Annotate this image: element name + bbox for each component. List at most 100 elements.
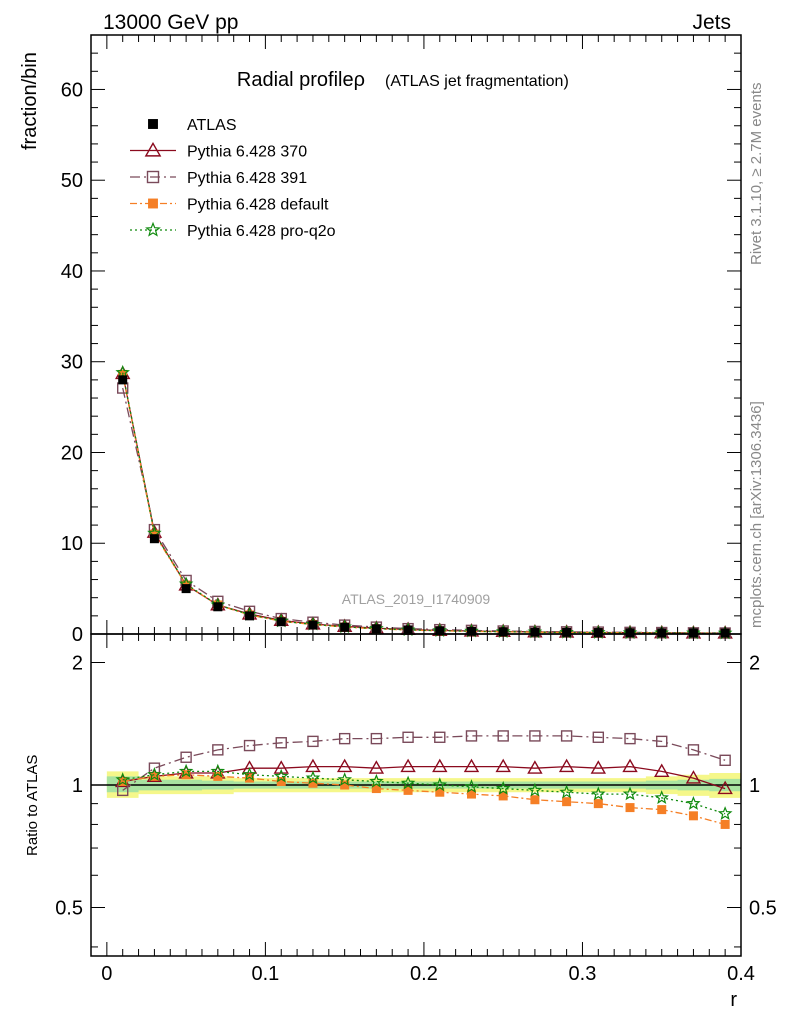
y-tick-label: 0.5 (55, 897, 83, 919)
series-point-pythia-6-428-370 (336, 758, 353, 773)
series-point-pythia-6-428-pro-q2o (400, 775, 416, 790)
x-tick-label: 0.3 (569, 963, 597, 985)
series-point-pythia-6-428-pro-q2o (686, 795, 701, 810)
series-point-pythia-6-428-391 (624, 732, 636, 745)
series-point-pythia-6-428-default (720, 819, 730, 829)
atlas-data-point (213, 602, 223, 612)
series-point-pythia-6-428-391 (529, 730, 541, 742)
series-point-pythia-6-428-default (498, 791, 508, 801)
series-point-pythia-6-428-391 (687, 744, 700, 756)
series-point-pythia-6-428-default (593, 799, 603, 809)
series-point-pythia-6-428-391 (243, 739, 256, 752)
series-point-pythia-6-428-default (340, 780, 350, 790)
series-point-pythia-6-428-370 (622, 758, 638, 773)
series-point-pythia-6-428-370 (273, 760, 289, 774)
main-subtitle: (ATLAS jet fragmentation) (385, 73, 569, 90)
series-line-pythia-6-428-pro-q2o (122, 770, 726, 815)
x-tick-label: 0.1 (251, 963, 279, 985)
series-point-pythia-6-428-default (435, 787, 445, 797)
header-right-label: Jets (692, 11, 731, 34)
series-point-pythia-6-428-pro-q2o (305, 770, 321, 785)
y-tick-label: 10 (61, 533, 83, 555)
series-point-pythia-6-428-default (657, 805, 667, 815)
series-point-pythia-6-428-391 (370, 732, 383, 745)
series-point-pythia-6-428-default (245, 773, 255, 783)
y-tick-label: 1 (72, 775, 83, 797)
series-point-pythia-6-428-pro-q2o (495, 780, 511, 795)
legend-marker-pythia-6-428-pro-q2o (145, 221, 161, 237)
series-point-pythia-6-428-pro-q2o (115, 772, 130, 786)
series-point-pythia-6-428-pro-q2o (559, 784, 574, 799)
series-point-pythia-6-428-370 (400, 758, 416, 773)
series-point-pythia-6-428-default (562, 797, 572, 807)
series-point-pythia-6-428-pro-q2o (591, 786, 606, 801)
atlas-data-point (181, 584, 191, 594)
y-tick-label: 60 (61, 79, 83, 101)
atlas-data-point (118, 375, 128, 385)
series-point-pythia-6-428-391 (434, 731, 446, 743)
legend-label-pythia-6-428-pro-q2o: Pythia 6.428 pro-q2o (187, 223, 336, 240)
y-tick-label: 20 (61, 442, 83, 464)
series-point-pythia-6-428-default (308, 778, 318, 788)
series-point-pythia-6-428-370 (495, 758, 511, 773)
series-point-pythia-6-428-pro-q2o (147, 767, 162, 781)
series-point-pythia-6-428-default (213, 771, 223, 781)
series-point-pythia-6-428-default (625, 803, 635, 813)
ratio-frame (90, 633, 742, 957)
series-point-pythia-6-428-370 (558, 758, 575, 773)
x-axis-label: r (730, 989, 737, 1011)
series-point-pythia-6-428-370 (463, 758, 480, 773)
series-point-pythia-6-428-pro-q2o (432, 777, 448, 792)
series-point-pythia-6-428-370 (590, 760, 607, 774)
series-point-pythia-6-428-391 (275, 737, 287, 749)
legend-marker-pythia-6-428-370 (144, 141, 162, 157)
series-point-pythia-6-428-391 (338, 732, 351, 745)
legend-label-atlas: ATLAS (187, 117, 237, 134)
series-point-pythia-6-428-pro-q2o (210, 763, 226, 778)
main-title: Radial profileρ (237, 69, 365, 91)
legend-marker-pythia-6-428-391 (146, 170, 160, 184)
series-point-pythia-6-428-default (149, 529, 159, 539)
mcplots-label: mcplots.cern.ch [arXiv:1306.3436] (748, 401, 765, 628)
series-point-pythia-6-428-391 (212, 744, 224, 756)
series-point-pythia-6-428-370 (432, 758, 448, 773)
ratio-y-axis-label: Ratio to ATLAS (24, 755, 41, 856)
series-point-pythia-6-428-pro-q2o (178, 763, 194, 778)
main-panel: 0 10 20 30 40 50 60 Radial profileρ (ATLAS jet… (19, 34, 742, 646)
series-point-pythia-6-428-pro-q2o (273, 768, 289, 783)
series-point-pythia-6-428-391 (465, 730, 478, 742)
series-point-pythia-6-428-default (118, 777, 128, 787)
y-tick-label-right: 2 (749, 653, 760, 675)
series-point-pythia-6-428-391 (719, 754, 731, 766)
atlas-data-point (308, 620, 318, 630)
legend-label-pythia-6-428-default: Pythia 6.428 default (187, 197, 329, 214)
y-tick-label: 2 (72, 653, 83, 675)
y-tick-label: 40 (61, 261, 83, 283)
series-point-pythia-6-428-391 (307, 735, 319, 748)
series-point-pythia-6-428-391 (497, 730, 509, 742)
series-point-pythia-6-428-370 (685, 770, 702, 784)
series-point-pythia-6-428-default (530, 795, 540, 805)
series-point-pythia-6-428-370 (654, 763, 670, 777)
y-tick-label-right: 0.5 (749, 897, 777, 919)
atlas-data-point (245, 611, 255, 621)
series-point-pythia-6-428-pro-q2o (622, 786, 638, 801)
series-point-pythia-6-428-default (403, 785, 413, 795)
analysis-watermark: ATLAS_2019_I1740909 (342, 591, 491, 607)
series-point-pythia-6-428-pro-q2o (337, 772, 352, 786)
series-point-pythia-6-428-default (276, 777, 286, 787)
y-tick-label: 0 (72, 624, 83, 646)
y-tick-label: 50 (61, 170, 83, 192)
header-left-label: 13000 GeV pp (103, 11, 238, 34)
legend-label-pythia-6-428-370: Pythia 6.428 370 (187, 144, 307, 161)
series-point-pythia-6-428-370 (368, 760, 385, 774)
series-point-pythia-6-428-370 (527, 760, 543, 774)
atlas-data-point (276, 617, 286, 627)
series-point-pythia-6-428-default (688, 811, 698, 821)
legend-marker-pythia-6-428-default (148, 198, 158, 209)
x-tick-label: 0.2 (410, 963, 438, 985)
series-point-pythia-6-428-391 (560, 730, 573, 742)
series-point-pythia-6-428-370 (717, 780, 733, 795)
series-point-pythia-6-428-pro-q2o (654, 790, 669, 805)
